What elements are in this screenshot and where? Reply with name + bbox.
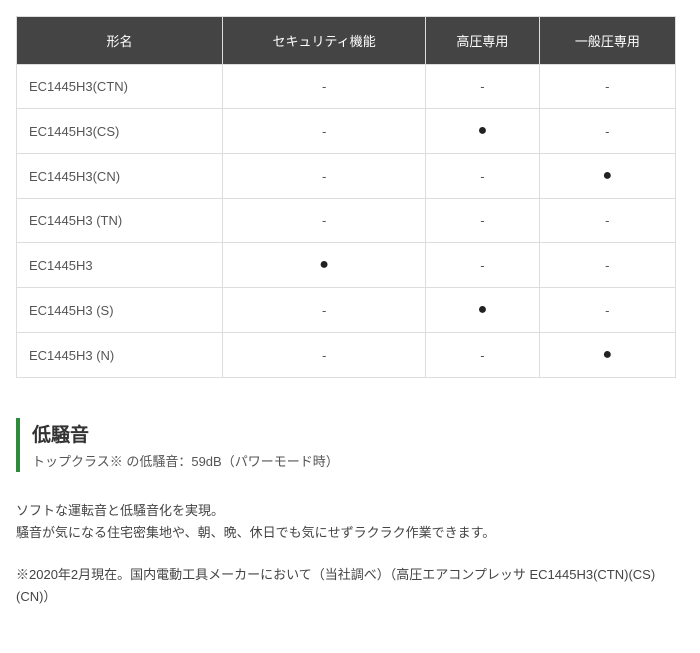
- spec-table: 形名 セキュリティ機能 高圧専用 一般圧専用 EC1445H3(CTN)---E…: [16, 16, 676, 378]
- cell-security: -: [223, 333, 426, 378]
- col-std: 一般圧専用: [539, 17, 675, 65]
- cell-model: EC1445H3(CS): [17, 109, 223, 154]
- cell-std: -: [539, 109, 675, 154]
- table-row: EC1445H3 (N)--●: [17, 333, 676, 378]
- table-row: EC1445H3(CS)-●-: [17, 109, 676, 154]
- dot-icon: ●: [603, 168, 613, 184]
- col-security: セキュリティ機能: [223, 17, 426, 65]
- body-line-2: 騒音が気になる住宅密集地や、朝、晩、休日でも気にせずラクラク作業できます。: [16, 525, 495, 540]
- cell-security: -: [223, 199, 426, 243]
- cell-security: -: [223, 288, 426, 333]
- cell-high: ●: [426, 288, 540, 333]
- table-row: EC1445H3(CN)--●: [17, 154, 676, 199]
- dot-icon: ●: [603, 347, 613, 363]
- col-model: 形名: [17, 17, 223, 65]
- cell-security: -: [223, 154, 426, 199]
- cell-std: ●: [539, 333, 675, 378]
- cell-std: -: [539, 65, 675, 109]
- table-row: EC1445H3 ● --: [17, 243, 676, 288]
- cell-security: -: [223, 109, 426, 154]
- dot-icon: ●: [319, 257, 329, 273]
- cell-security: ●: [223, 243, 426, 288]
- cell-std: -: [539, 199, 675, 243]
- cell-std: ●: [539, 154, 675, 199]
- cell-model: EC1445H3 (TN): [17, 199, 223, 243]
- cell-high: -: [426, 154, 540, 199]
- cell-model: EC1445H3 (N): [17, 333, 223, 378]
- cell-high: -: [426, 243, 540, 288]
- cell-model: EC1445H3 (S): [17, 288, 223, 333]
- table-row: EC1445H3(CTN)---: [17, 65, 676, 109]
- cell-high: -: [426, 199, 540, 243]
- cell-std: -: [539, 288, 675, 333]
- dot-icon: ●: [478, 302, 488, 318]
- cell-high: -: [426, 65, 540, 109]
- body-line-1: ソフトな運転音と低騒音化を実現。: [16, 503, 224, 518]
- cell-model: EC1445H3(CN): [17, 154, 223, 199]
- section-heading: 低騒音 トップクラス※ の低騒音：59dB（パワーモード時）: [16, 418, 684, 472]
- footnote: ※2020年2月現在。国内電動工具メーカーにおいて（当社調べ）（高圧エアコンプレ…: [16, 564, 684, 608]
- cell-model: EC1445H3(CTN): [17, 65, 223, 109]
- spec-table-body: EC1445H3(CTN)---EC1445H3(CS)-●-EC1445H3(…: [17, 65, 676, 378]
- table-row: EC1445H3 (TN)---: [17, 199, 676, 243]
- col-high: 高圧専用: [426, 17, 540, 65]
- body-paragraph: ソフトな運転音と低騒音化を実現。 騒音が気になる住宅密集地や、朝、晩、休日でも気…: [16, 500, 684, 544]
- cell-std: -: [539, 243, 675, 288]
- cell-high: -: [426, 333, 540, 378]
- dot-icon: ●: [478, 123, 488, 139]
- section-subtitle: トップクラス※ の低騒音：59dB（パワーモード時）: [32, 451, 684, 470]
- section-title: 低騒音: [32, 420, 684, 447]
- cell-high: ●: [426, 109, 540, 154]
- cell-security: -: [223, 65, 426, 109]
- table-row: EC1445H3 (S)-●-: [17, 288, 676, 333]
- cell-model: EC1445H3: [17, 243, 223, 288]
